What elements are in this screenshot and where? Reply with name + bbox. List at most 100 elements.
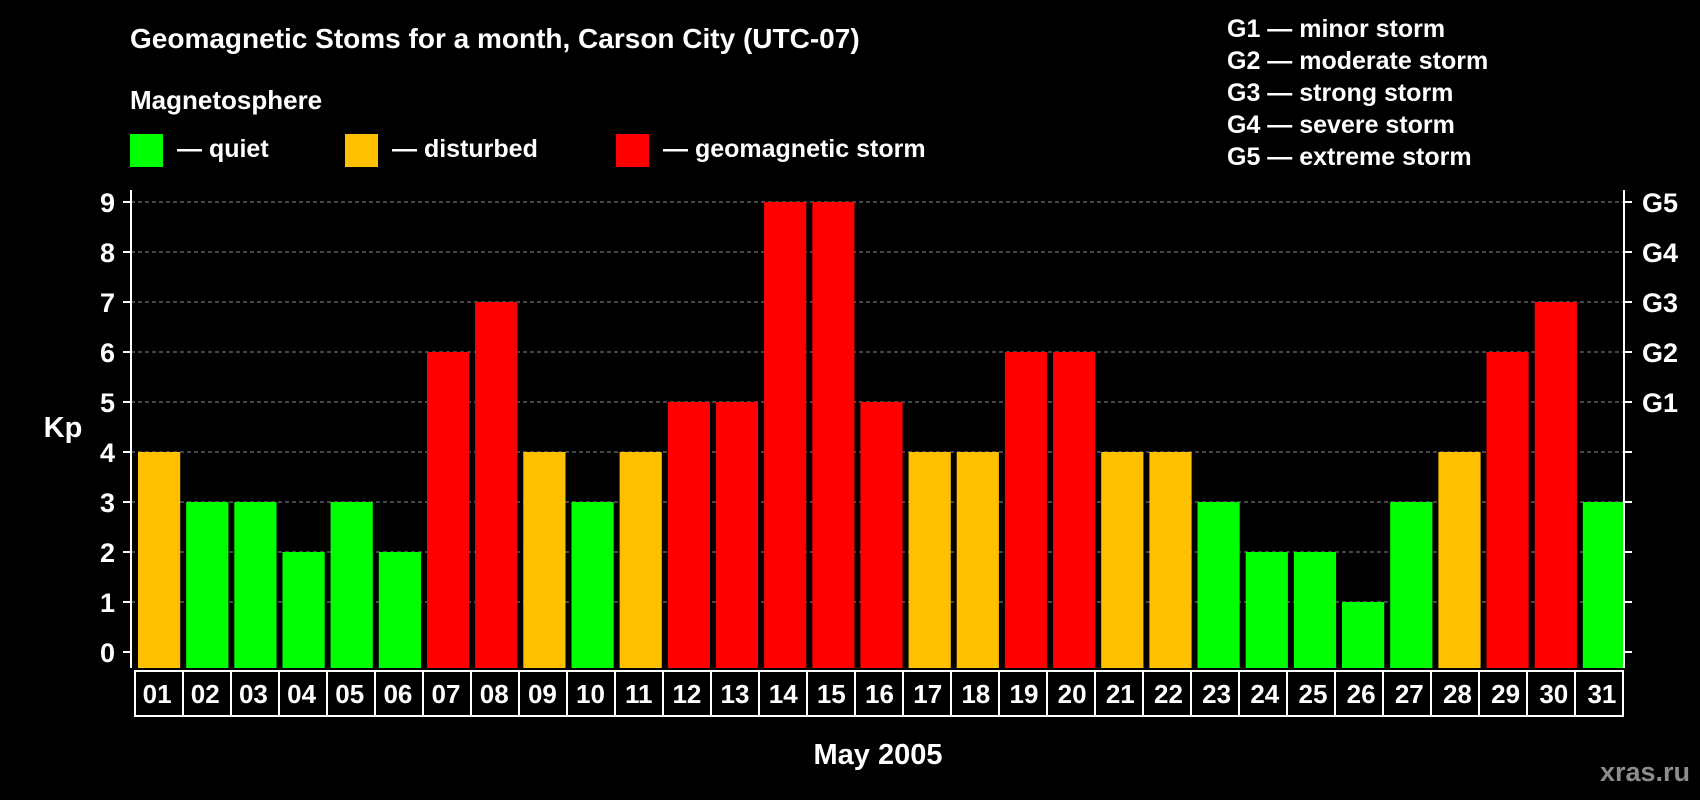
bar-23 [1197,502,1240,668]
x-tick-label-13: 13 [721,679,750,709]
bar-02 [186,502,229,668]
x-tick-label-07: 07 [432,679,461,709]
x-tick-label-11: 11 [625,679,653,709]
bars [138,202,1625,668]
scale-g4: G4 — severe storm [1227,111,1455,139]
watermark: xras.ru [1600,757,1690,787]
y-tick-label-8: 8 [100,238,115,268]
x-tick-label-30: 30 [1539,679,1568,709]
y-tick-label-4: 4 [100,438,115,468]
x-tick-label-26: 26 [1347,679,1376,709]
scale-g2: G2 — moderate storm [1227,47,1488,75]
bar-04 [282,552,325,668]
bar-28 [1438,452,1481,668]
x-tick-label-31: 31 [1587,679,1616,709]
scale-g5: G5 — extreme storm [1227,143,1472,171]
axes [123,190,1632,668]
x-tick-label-19: 19 [1010,679,1039,709]
y-tick-label-0: 0 [100,638,115,668]
y-tick-label-5: 5 [100,388,115,418]
y-tick-label-9: 9 [100,188,115,218]
legend-swatch-disturbed [345,134,378,167]
x-tick-label-02: 02 [191,679,220,709]
right-label-g5: G5 [1642,188,1678,218]
bar-26 [1342,602,1385,668]
x-category-labels: 01 02 03 04 05 06 07 08 09 10 11 12 13 14 15 16 17 18 19 20… [134,670,1624,717]
x-tick-label-15: 15 [817,679,846,709]
x-tick-label-10: 10 [576,679,605,709]
legend-swatch-storm [616,134,649,167]
bar-14 [764,202,807,668]
x-tick-label-01: 01 [143,679,172,709]
bar-31 [1582,502,1625,668]
chart-title: Geomagnetic Stoms for a month, Carson Ci… [130,23,860,54]
x-tick-label-16: 16 [865,679,894,709]
legend-label-storm: — geomagnetic storm [663,135,926,163]
bar-08 [475,302,518,668]
y-tick-labels: 0 1 2 3 4 5 6 7 8 9 [100,188,115,668]
y-tick-label-1: 1 [100,588,115,618]
bar-17 [908,452,951,668]
scale-g3: G3 — strong storm [1227,79,1453,107]
x-tick-label-29: 29 [1491,679,1520,709]
right-label-g3: G3 [1642,288,1678,318]
bar-15 [812,202,855,668]
bar-25 [1293,552,1337,668]
bar-27 [1390,502,1433,668]
bar-11 [619,452,662,668]
y-tick-label-7: 7 [100,288,115,318]
bar-13 [715,402,759,668]
storm-scale: G1 — minor storm G2 — moderate storm G3 … [1227,15,1488,171]
bar-16 [860,402,903,668]
x-tick-label-22: 22 [1154,679,1183,709]
legend: — quiet — disturbed — geomagnetic storm [130,134,926,167]
x-tick-label-28: 28 [1443,679,1472,709]
right-label-g2: G2 [1642,338,1678,368]
x-tick-label-12: 12 [672,679,701,709]
x-tick-label-21: 21 [1106,679,1135,709]
bar-21 [1101,452,1144,668]
x-tick-label-17: 17 [913,679,942,709]
y-tick-label-2: 2 [100,538,115,568]
bar-30 [1534,302,1577,668]
scale-g1: G1 — minor storm [1227,15,1445,43]
x-tick-label-20: 20 [1058,679,1087,709]
x-tick-label-14: 14 [769,679,798,709]
legend-swatch-quiet [130,134,163,167]
x-tick-label-06: 06 [383,679,412,709]
bar-03 [234,502,277,668]
bar-10 [571,502,614,668]
x-tick-label-08: 08 [480,679,509,709]
bar-12 [667,402,710,668]
bar-20 [1053,352,1096,668]
x-axis-label: May 2005 [814,739,943,771]
right-label-g1: G1 [1642,388,1678,418]
y-tick-label-6: 6 [100,338,115,368]
legend-label-disturbed: — disturbed [392,135,538,163]
bar-09 [523,452,566,668]
x-tick-label-05: 05 [335,679,364,709]
legend-title: Magnetosphere [130,85,322,115]
right-tick-labels: G1 G2 G3 G4 G5 [1642,188,1678,418]
bar-29 [1486,352,1529,668]
x-tick-label-04: 04 [287,679,316,709]
x-tick-label-23: 23 [1202,679,1231,709]
legend-label-quiet: — quiet [177,135,269,163]
y-tick-label-3: 3 [100,488,115,518]
bar-22 [1149,452,1192,668]
category-strip [134,670,1624,717]
bar-19 [1004,352,1048,668]
bar-01 [138,452,181,668]
bar-07 [427,352,470,668]
x-tick-label-18: 18 [961,679,990,709]
y-axis-label: Kp [44,412,83,444]
x-tick-label-25: 25 [1299,679,1328,709]
bar-06 [378,552,421,668]
x-tick-label-09: 09 [528,679,557,709]
x-tick-label-24: 24 [1250,679,1279,709]
bar-18 [956,452,999,668]
bar-05 [330,502,373,668]
x-tick-label-27: 27 [1395,679,1424,709]
x-tick-label-03: 03 [239,679,268,709]
